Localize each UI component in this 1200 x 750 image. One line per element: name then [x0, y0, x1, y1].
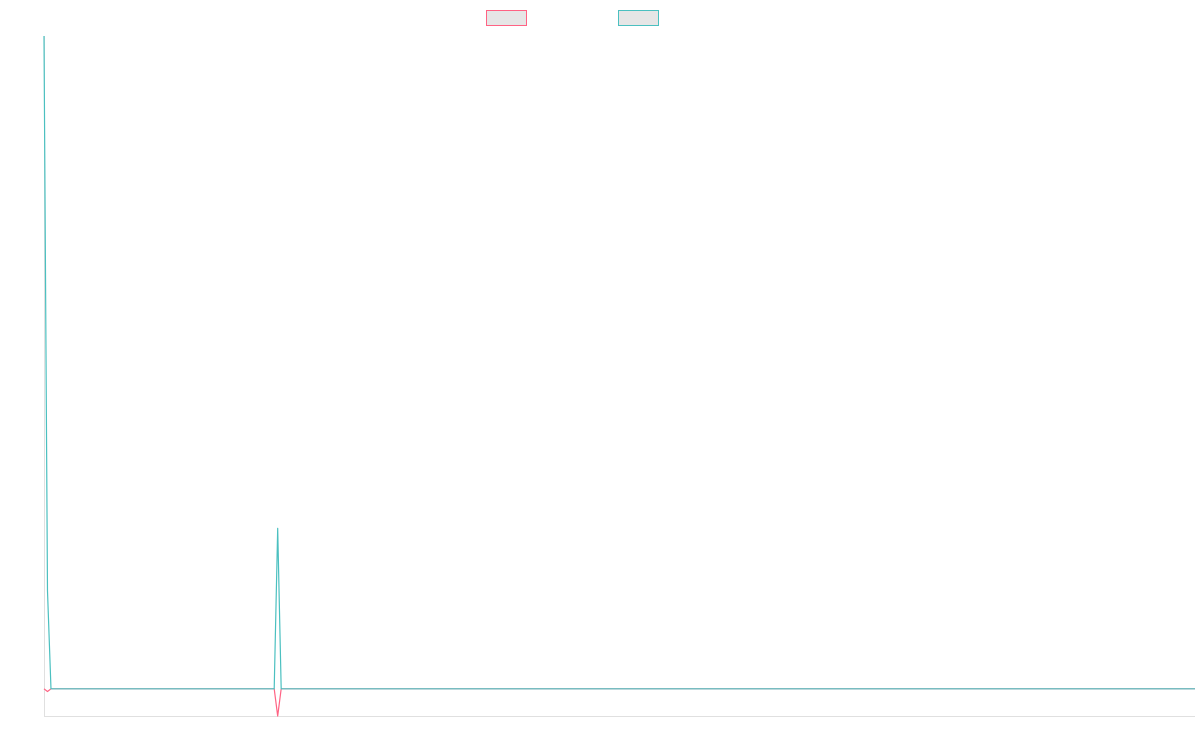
series-line — [43, 688, 1195, 717]
series-line — [43, 35, 1195, 690]
legend-swatch — [618, 10, 659, 26]
legend-swatch — [486, 10, 527, 26]
